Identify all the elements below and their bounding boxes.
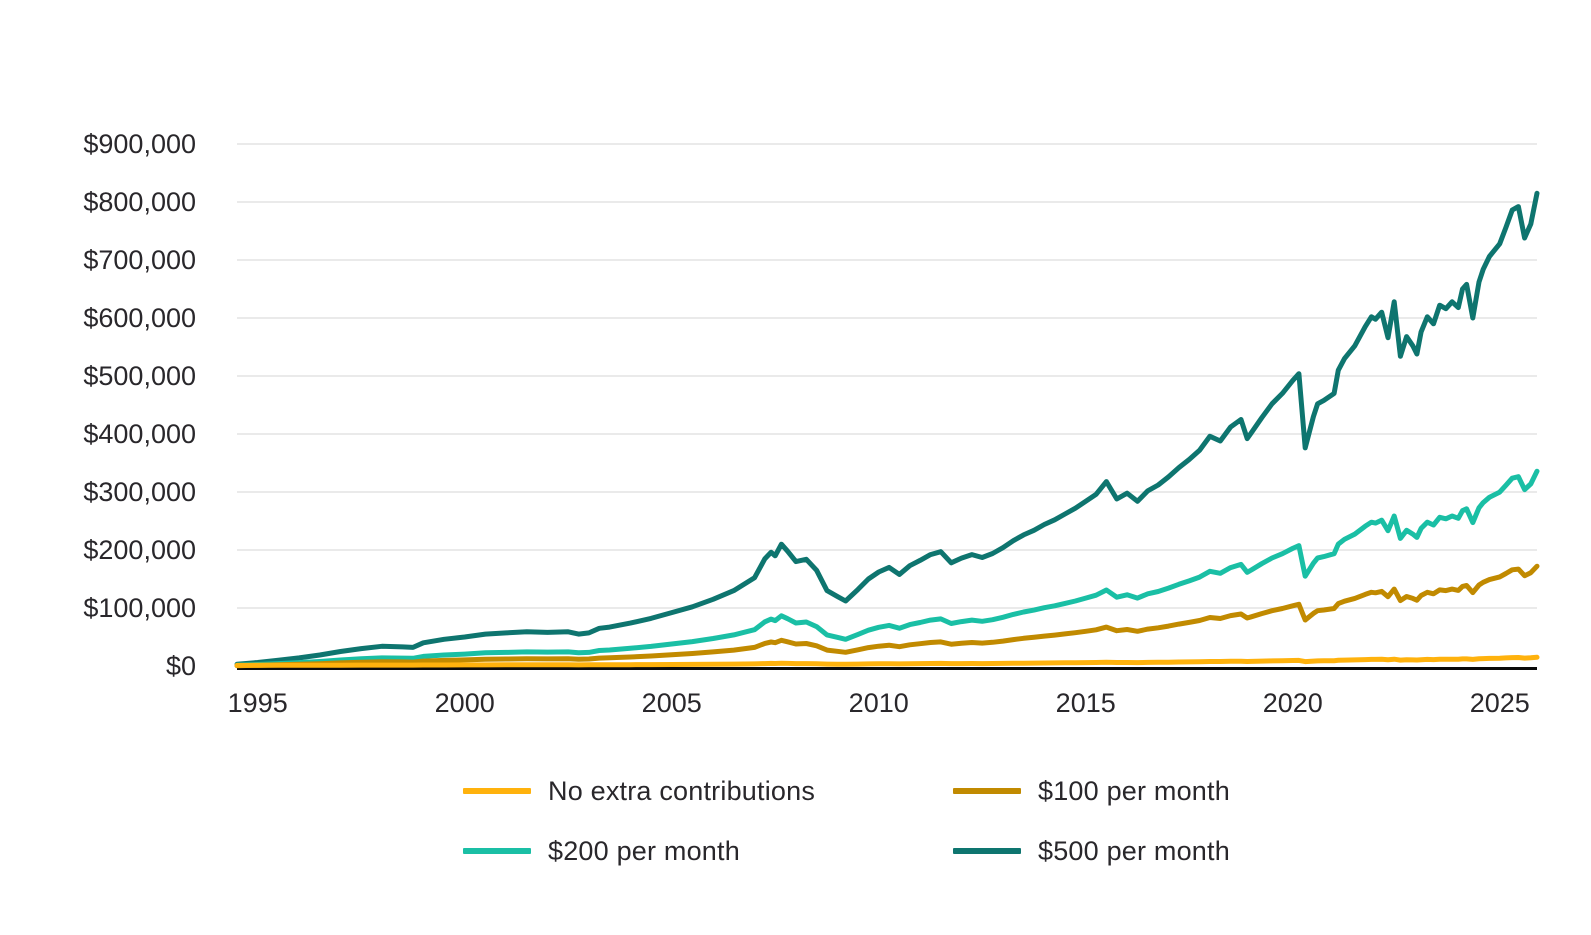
y-tick-label: $100,000 (83, 593, 196, 623)
series-line-no-extra-contributions (234, 654, 1540, 668)
y-tick-label: $500,000 (83, 361, 196, 391)
y-tick-label: $700,000 (83, 245, 196, 275)
x-tick-label: 2020 (1263, 688, 1323, 718)
legend-label: $200 per month (548, 835, 740, 866)
legend-label: No extra contributions (548, 775, 816, 806)
series-line-100-per-month (234, 563, 1540, 669)
line-chart: $0 $100,000 $200,000 $300,000 $400,000 $500,0… (83, 129, 1540, 718)
x-tick-label: 2010 (849, 688, 909, 718)
x-tick-label: 2015 (1056, 688, 1116, 718)
series-line-200-per-month (234, 468, 1540, 668)
y-axis-labels: $0 $100,000 $200,000 $300,000 $400,000 $500,0… (83, 129, 196, 681)
y-tick-label: $800,000 (83, 187, 196, 217)
legend-label: $500 per month (1038, 835, 1230, 866)
x-axis-labels: 1995 2000 2005 2010 2015 2020 2025 (228, 688, 1530, 718)
legend-item-no-extra-contributions: No extra contributions (463, 774, 815, 808)
y-tick-label: $400,000 (83, 419, 196, 449)
legend-item-500-per-month: $500 per month (953, 834, 1230, 868)
x-tick-label: 2000 (435, 688, 495, 718)
legend-item-200-per-month: $200 per month (463, 834, 740, 868)
y-tick-label: $200,000 (83, 535, 196, 565)
legend-swatch-no-extra-contributions (463, 788, 531, 794)
gridlines (237, 143, 1537, 609)
x-tick-label: 2025 (1470, 688, 1530, 718)
legend-swatch-200-per-month (463, 848, 531, 854)
x-tick-label: 2005 (642, 688, 702, 718)
legend-item-100-per-month: $100 per month (953, 774, 1230, 808)
plot-svg: $0 $100,000 $200,000 $300,000 $400,000 $500,0… (83, 129, 1540, 718)
x-tick-label: 1995 (228, 688, 288, 718)
legend-swatch-500-per-month (953, 848, 1021, 854)
legend-swatch-100-per-month (953, 788, 1021, 794)
legend-label: $100 per month (1038, 775, 1230, 806)
y-tick-label: $900,000 (83, 129, 196, 159)
y-tick-label: $600,000 (83, 303, 196, 333)
series-line-500-per-month (234, 190, 1540, 667)
y-tick-label: $300,000 (83, 477, 196, 507)
y-tick-label: $0 (166, 651, 196, 681)
